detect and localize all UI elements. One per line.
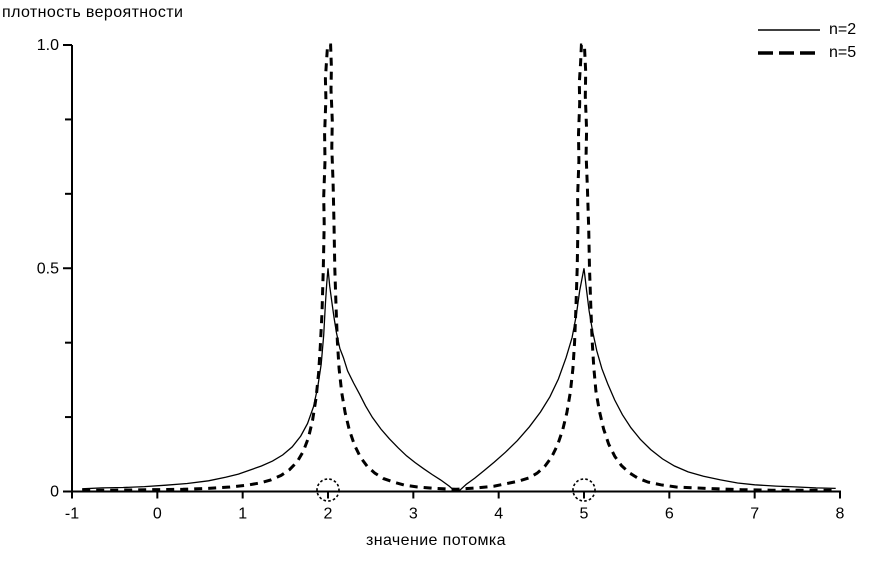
x-tick-label: 8 xyxy=(836,506,845,523)
x-tick-label: 1 xyxy=(238,506,247,523)
x-tick-label: 4 xyxy=(494,506,503,523)
x-tick-label: 0 xyxy=(153,506,162,523)
parent-marker-circle xyxy=(316,478,340,502)
y-tick-label: 0 xyxy=(50,484,59,501)
solid-line-sample-icon xyxy=(758,28,820,31)
x-tick-label: -1 xyxy=(65,506,79,523)
y-axis-title: плотность вероятности xyxy=(2,4,184,21)
curve-n2 xyxy=(82,268,836,492)
x-tick-label: 2 xyxy=(324,506,333,523)
x-tick-label: 7 xyxy=(750,506,759,523)
x-tick-label: 6 xyxy=(665,506,674,523)
legend: n=2 n=5 xyxy=(757,18,869,64)
x-axis-title: значение потомка xyxy=(366,532,506,549)
legend-item-n2: n=2 xyxy=(757,18,869,41)
legend-label-n2: n=2 xyxy=(829,20,857,38)
legend-item-n5: n=5 xyxy=(757,41,869,64)
x-tick-label: 3 xyxy=(409,506,418,523)
dashed-line-sample-icon xyxy=(758,50,821,55)
y-tick-label: 1.0 xyxy=(37,37,59,54)
legend-label-n5: n=5 xyxy=(829,43,857,61)
x-tick-label: 5 xyxy=(580,506,589,523)
parent-marker-circle xyxy=(572,478,596,502)
y-tick-label: 0.5 xyxy=(37,260,59,277)
curve-n5 xyxy=(82,43,836,492)
